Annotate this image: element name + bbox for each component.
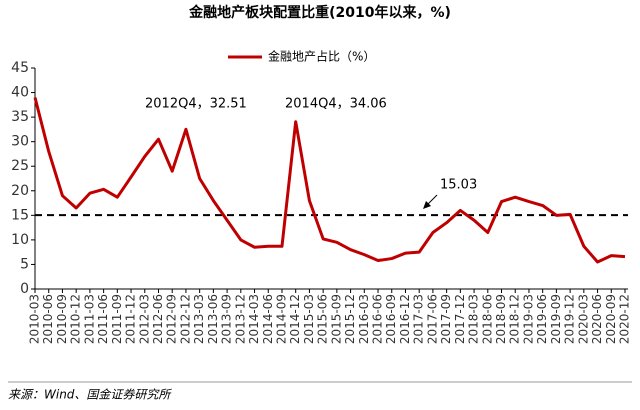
x-tick-label: 2015-06 <box>316 294 330 344</box>
x-tick-label: 2010-06 <box>41 294 55 344</box>
annotation: 2014Q4，34.06 <box>285 97 387 112</box>
x-tick-label: 2010-09 <box>55 294 69 344</box>
y-tick-label: 40 <box>11 85 29 101</box>
x-tick-label: 2011-09 <box>110 294 124 344</box>
y-tick-label: 25 <box>11 158 29 174</box>
reference-label: 15.03 <box>440 178 477 193</box>
x-tick-label: 2017-03 <box>412 294 426 344</box>
x-tick-label: 2015-12 <box>343 294 357 344</box>
x-tick-label: 2013-03 <box>192 294 206 344</box>
x-tick-label: 2011-06 <box>96 294 110 344</box>
y-tick-label: 35 <box>11 109 29 125</box>
x-tick-label: 2013-06 <box>206 294 220 344</box>
x-tick-label: 2017-06 <box>425 294 439 344</box>
x-tick-label: 2018-03 <box>467 294 481 344</box>
x-tick-label: 2011-12 <box>124 294 138 344</box>
x-tick-label: 2012-06 <box>151 294 165 344</box>
x-tick-label: 2016-06 <box>371 294 385 344</box>
x-tick-label: 2018-12 <box>508 294 522 344</box>
x-tick-label: 2020-09 <box>604 294 618 344</box>
x-tick-label: 2013-12 <box>233 294 247 344</box>
x-tick-label: 2012-12 <box>178 294 192 344</box>
source-note: 来源：Wind、国金证券研究所 <box>8 388 172 402</box>
x-tick-label: 2017-09 <box>439 294 453 344</box>
x-tick-label: 2013-09 <box>220 294 234 344</box>
x-tick-label: 2019-09 <box>549 294 563 344</box>
annotation: 2012Q4，32.51 <box>145 97 247 112</box>
x-tick-label: 2016-03 <box>357 294 371 344</box>
x-tick-label: 2014-06 <box>261 294 275 344</box>
x-tick-label: 2012-03 <box>137 294 151 344</box>
x-tick-label: 2010-12 <box>69 294 83 344</box>
x-tick-label: 2020-06 <box>590 294 604 344</box>
x-tick-label: 2016-12 <box>398 294 412 344</box>
y-tick-label: 15 <box>11 207 29 223</box>
x-tick-label: 2016-09 <box>384 294 398 344</box>
x-tick-label: 2015-09 <box>329 294 343 344</box>
x-tick-label: 2014-09 <box>274 294 288 344</box>
x-tick-label: 2018-09 <box>494 294 508 344</box>
x-tick-label: 2012-09 <box>165 294 179 344</box>
x-tick-label: 2014-12 <box>288 294 302 344</box>
y-tick-label: 0 <box>20 281 29 297</box>
legend-label: 金融地产占比（%） <box>268 49 375 64</box>
reference-arrowhead <box>423 201 431 209</box>
x-tick-label: 2015-03 <box>302 294 316 344</box>
series-line <box>33 97 626 264</box>
y-tick-label: 5 <box>20 256 29 272</box>
y-tick-label: 45 <box>11 60 29 76</box>
x-tick-label: 2017-12 <box>453 294 467 344</box>
x-tick-label: 2014-03 <box>247 294 261 344</box>
x-tick-label: 2019-06 <box>535 294 549 344</box>
x-tick-label: 2010-03 <box>28 294 42 344</box>
x-tick-label: 2019-03 <box>521 294 535 344</box>
x-tick-label: 2020-03 <box>576 294 590 344</box>
x-tick-label: 2018-06 <box>480 294 494 344</box>
chart-title: 金融地产板块配置比重(2010年以来，%) <box>188 4 451 21</box>
x-tick-label: 2019-12 <box>563 294 577 344</box>
y-tick-label: 20 <box>11 183 29 199</box>
x-tick-label: 2020-12 <box>618 294 632 344</box>
x-tick-label: 2011-03 <box>82 294 96 344</box>
y-tick-label: 10 <box>11 232 29 248</box>
y-tick-label: 30 <box>11 134 29 150</box>
